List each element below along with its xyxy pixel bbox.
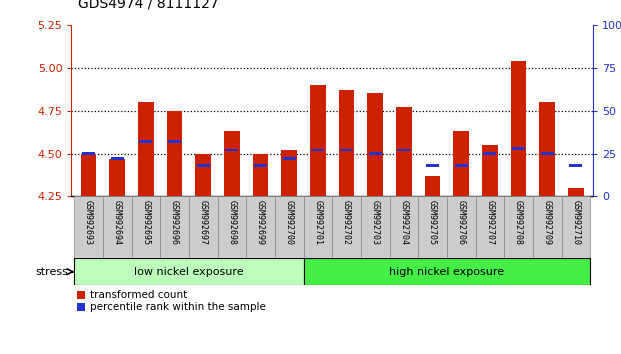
Text: GSM992707: GSM992707 [486, 200, 494, 245]
Text: GSM992693: GSM992693 [84, 200, 93, 245]
Legend: transformed count, percentile rank within the sample: transformed count, percentile rank withi… [76, 290, 266, 312]
Bar [138, 102, 154, 196]
Bar [247, 196, 275, 258]
Bar [340, 149, 353, 151]
Bar [196, 154, 211, 196]
Bar [140, 140, 152, 143]
Text: GSM992704: GSM992704 [399, 200, 409, 245]
Bar [160, 196, 189, 258]
Text: stress: stress [35, 267, 68, 277]
Text: GSM992706: GSM992706 [456, 200, 466, 245]
Text: GSM992709: GSM992709 [543, 200, 551, 245]
Bar [111, 158, 124, 160]
Bar [109, 159, 125, 196]
Bar [283, 158, 296, 160]
Text: GSM992708: GSM992708 [514, 200, 523, 245]
Bar [539, 102, 555, 196]
Bar [504, 196, 533, 258]
Bar [338, 90, 355, 196]
Bar [332, 196, 361, 258]
Bar [166, 110, 183, 196]
Bar [312, 149, 324, 151]
Bar [369, 152, 382, 155]
Bar [418, 196, 447, 258]
Bar [569, 164, 582, 167]
Bar [103, 196, 132, 258]
Text: high nickel exposure: high nickel exposure [389, 267, 504, 277]
Bar [510, 61, 527, 196]
Bar [541, 152, 554, 155]
Bar [482, 145, 498, 196]
Bar [253, 154, 268, 196]
Text: GSM992697: GSM992697 [199, 200, 208, 245]
Bar [281, 150, 297, 196]
Bar [533, 196, 561, 258]
Bar [81, 154, 96, 196]
Text: GSM992699: GSM992699 [256, 200, 265, 245]
Text: GSM992710: GSM992710 [571, 200, 581, 245]
Text: GSM992703: GSM992703 [371, 200, 379, 245]
Text: GSM992701: GSM992701 [314, 200, 322, 245]
Bar [254, 164, 267, 167]
Text: GSM992695: GSM992695 [142, 200, 150, 245]
Bar [75, 196, 103, 258]
Bar [82, 152, 95, 155]
Bar [368, 93, 383, 196]
Bar [453, 131, 469, 196]
Bar [75, 258, 304, 285]
Bar [483, 152, 496, 155]
Text: GSM992702: GSM992702 [342, 200, 351, 245]
Text: GDS4974 / 8111127: GDS4974 / 8111127 [78, 0, 218, 11]
Bar [310, 85, 326, 196]
Bar [361, 196, 389, 258]
Bar [426, 164, 439, 167]
Bar [132, 196, 160, 258]
Bar [447, 196, 476, 258]
Bar [304, 258, 590, 285]
Bar [275, 196, 304, 258]
Bar [168, 140, 181, 143]
Text: GSM992696: GSM992696 [170, 200, 179, 245]
Bar [189, 196, 217, 258]
Bar [568, 188, 584, 196]
Text: GSM992700: GSM992700 [285, 200, 294, 245]
Bar [397, 149, 410, 151]
Bar [425, 176, 440, 196]
Bar [476, 196, 504, 258]
Bar [224, 131, 240, 196]
Bar [225, 149, 238, 151]
Bar [217, 196, 247, 258]
Text: low nickel exposure: low nickel exposure [134, 267, 243, 277]
Bar [561, 196, 590, 258]
Text: GSM992705: GSM992705 [428, 200, 437, 245]
Bar [197, 164, 210, 167]
Bar [396, 107, 412, 196]
Bar [304, 196, 332, 258]
Text: GSM992698: GSM992698 [227, 200, 237, 245]
Text: GSM992694: GSM992694 [113, 200, 122, 245]
Bar [455, 164, 468, 167]
Bar [389, 196, 418, 258]
Bar [512, 147, 525, 150]
